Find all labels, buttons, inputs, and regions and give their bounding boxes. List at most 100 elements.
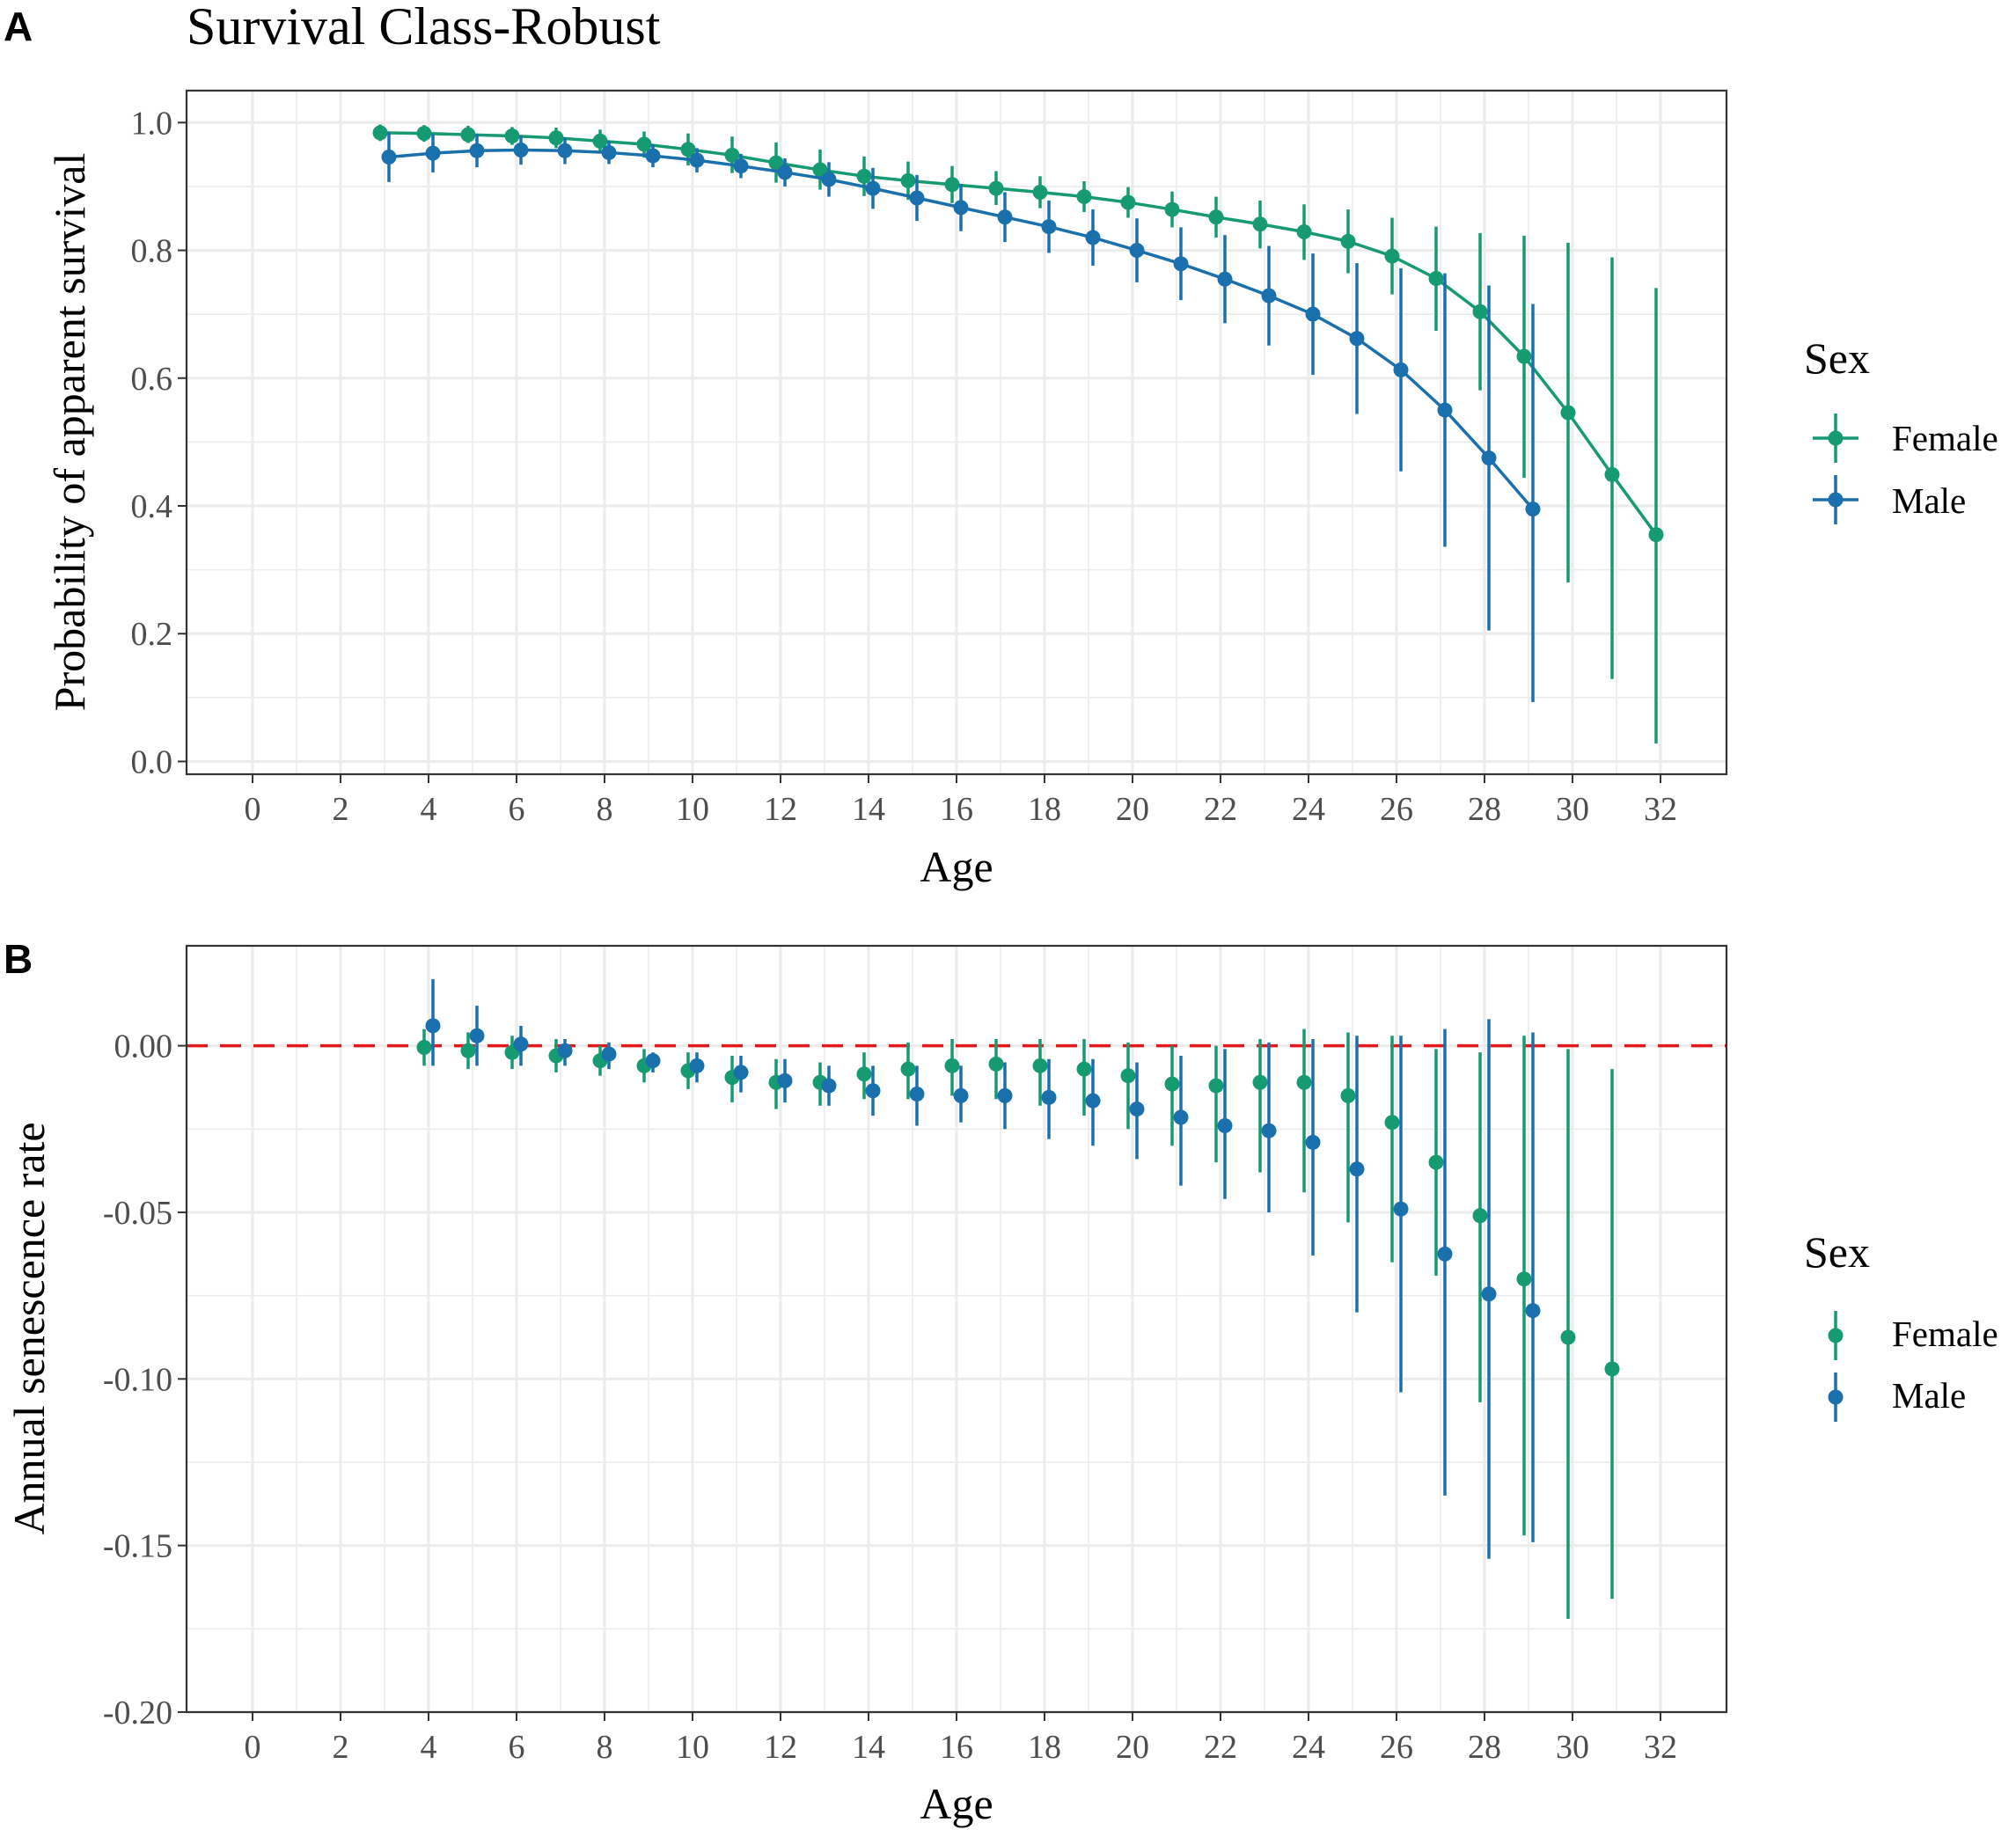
x-tick-label: 12 xyxy=(764,791,797,828)
x-tick-label: 10 xyxy=(676,1729,709,1766)
data-point xyxy=(1120,194,1136,210)
y-tick-label: 0.8 xyxy=(131,233,173,270)
y-tick-label: 1.0 xyxy=(131,105,173,142)
x-tick-label: 6 xyxy=(509,791,525,828)
series-male xyxy=(381,132,1541,702)
x-tick-label: 14 xyxy=(852,1729,885,1766)
data-point xyxy=(460,1043,476,1058)
data-point xyxy=(1349,1161,1365,1177)
data-point xyxy=(733,158,749,174)
data-point xyxy=(557,1043,573,1058)
data-point xyxy=(1076,189,1092,205)
data-point xyxy=(416,1040,432,1056)
data-point xyxy=(1261,1123,1277,1138)
data-point xyxy=(1305,306,1321,322)
panel-b-marks xyxy=(416,978,1620,1619)
data-point xyxy=(1041,219,1057,235)
data-point xyxy=(1604,466,1620,482)
panel-a-marks xyxy=(372,124,1664,744)
data-point xyxy=(900,1061,916,1077)
legend-b-male-label: Male xyxy=(1892,1375,1966,1416)
data-point xyxy=(1437,1246,1453,1262)
data-point xyxy=(1560,405,1576,421)
data-point xyxy=(1041,1089,1057,1105)
data-point xyxy=(513,143,529,158)
data-point xyxy=(1349,331,1365,347)
panel-a: A Survival Class-Robust 0.0 0.2 0.4 0.6 0.8 1… xyxy=(4,0,1998,891)
data-point xyxy=(1164,1076,1180,1092)
legend-key-point xyxy=(1828,492,1844,508)
data-point xyxy=(1120,1068,1136,1084)
data-point xyxy=(1032,184,1048,200)
data-point xyxy=(865,1083,881,1099)
data-point xyxy=(1648,527,1664,543)
data-point xyxy=(1173,256,1189,272)
data-point xyxy=(856,1066,872,1082)
data-point xyxy=(504,128,520,144)
data-point xyxy=(1085,230,1101,245)
data-point xyxy=(997,1087,1013,1103)
y-tick-label: 0.0 xyxy=(131,743,173,780)
data-point xyxy=(1525,501,1541,517)
panel-b-y-axis-title: Annual senescence rate xyxy=(4,1122,54,1534)
x-tick-label: 4 xyxy=(421,1729,437,1766)
data-point xyxy=(997,209,1013,225)
data-point xyxy=(1340,233,1356,249)
data-point xyxy=(1384,248,1400,264)
data-point xyxy=(1261,288,1277,304)
x-tick-label: 30 xyxy=(1556,791,1589,828)
x-tick-label: 24 xyxy=(1292,1729,1325,1766)
data-point xyxy=(1208,209,1224,225)
data-point xyxy=(1173,1109,1189,1125)
data-point xyxy=(777,1072,793,1088)
data-point xyxy=(1604,1361,1620,1377)
data-point xyxy=(944,177,960,193)
data-point xyxy=(1340,1087,1356,1103)
data-point xyxy=(1076,1061,1092,1077)
data-point xyxy=(1217,1117,1233,1133)
y-tick-label: -0.10 xyxy=(103,1361,172,1398)
data-point xyxy=(680,142,696,157)
data-point xyxy=(1208,1078,1224,1094)
data-point xyxy=(381,150,397,165)
panel-b: B -0.20-0.15-0.10-0.050.00 0 2 4 6 8 10 12 14 16… xyxy=(4,936,1998,1828)
legend-a-title: Sex xyxy=(1804,333,1870,383)
legend-b-keys xyxy=(1828,1311,1844,1422)
x-tick-label: 8 xyxy=(597,791,613,828)
data-point xyxy=(1516,1271,1532,1287)
data-point xyxy=(1516,348,1532,364)
y-tick-label: -0.15 xyxy=(103,1528,172,1565)
x-tick-label: 26 xyxy=(1380,1729,1413,1766)
data-point xyxy=(1481,1286,1497,1302)
data-point xyxy=(425,145,441,161)
panel-a-x-axis-title: Age xyxy=(920,842,993,891)
legend-key-point xyxy=(1828,430,1844,446)
x-tick-label: 2 xyxy=(333,1729,349,1766)
panel-b-legend: Sex Female Male xyxy=(1804,1227,1998,1422)
data-point xyxy=(1472,1208,1488,1224)
x-tick-label: 16 xyxy=(940,1729,973,1766)
legend-b-title: Sex xyxy=(1804,1227,1870,1277)
x-tick-label: 4 xyxy=(421,791,437,828)
x-tick-label: 14 xyxy=(852,791,885,828)
data-point xyxy=(1305,1134,1321,1150)
data-point xyxy=(1428,270,1444,286)
data-point xyxy=(768,155,784,171)
data-point xyxy=(1129,1102,1145,1117)
data-point xyxy=(812,162,828,178)
data-point xyxy=(988,180,1004,196)
legend-b-female-label: Female xyxy=(1892,1314,1998,1354)
x-tick-label: 32 xyxy=(1644,1729,1677,1766)
data-point xyxy=(988,1056,1004,1072)
panel-a-label: A xyxy=(4,4,33,49)
panel-a-legend: Sex Female Male xyxy=(1804,333,1998,524)
data-point xyxy=(469,1028,485,1043)
data-point xyxy=(645,148,661,164)
x-tick-label: 28 xyxy=(1468,791,1501,828)
legend-a-male-label: Male xyxy=(1892,480,1966,521)
data-point xyxy=(821,172,837,187)
data-point xyxy=(1129,243,1145,259)
data-point xyxy=(1085,1093,1101,1109)
x-tick-label: 6 xyxy=(509,1729,525,1766)
